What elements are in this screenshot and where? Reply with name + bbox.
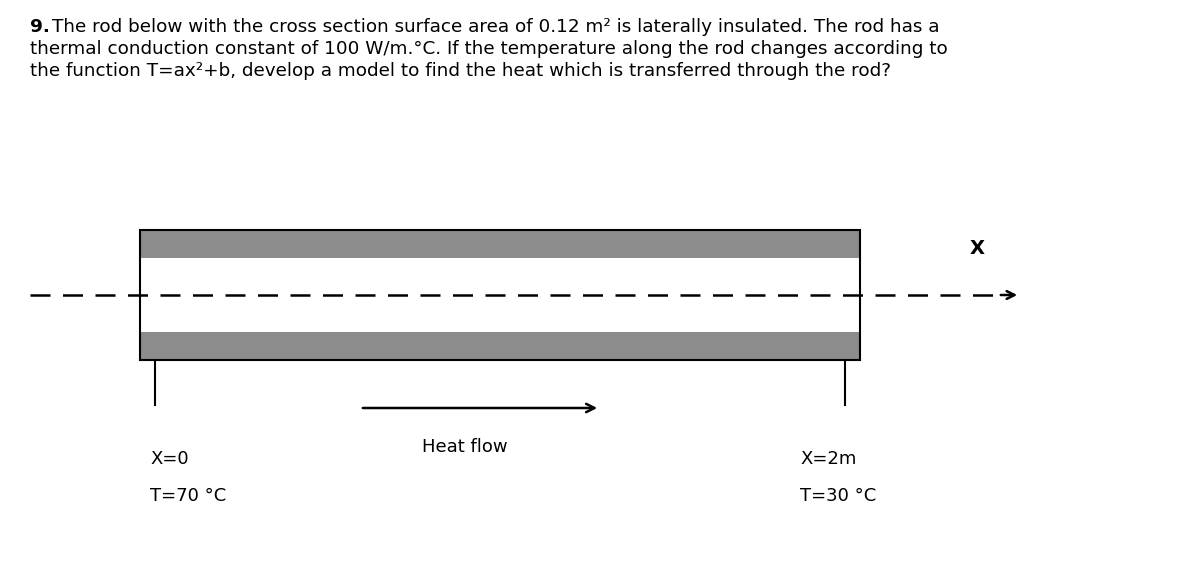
Text: Heat flow: Heat flow bbox=[422, 438, 508, 456]
Text: thermal conduction constant of 100 W/m.°C. If the temperature along the rod chan: thermal conduction constant of 100 W/m.°… bbox=[30, 40, 948, 58]
Bar bbox=[140, 230, 860, 360]
Bar bbox=[140, 230, 860, 258]
Text: 9.: 9. bbox=[30, 18, 50, 36]
Text: X: X bbox=[970, 239, 985, 258]
Text: the function T=ax²+b, develop a model to find the heat which is transferred thro: the function T=ax²+b, develop a model to… bbox=[30, 62, 890, 80]
Bar bbox=[140, 230, 860, 360]
Text: T=70 °C: T=70 °C bbox=[150, 487, 227, 505]
Text: The rod below with the cross section surface area of 0.12 m² is laterally insula: The rod below with the cross section sur… bbox=[52, 18, 940, 36]
Bar bbox=[140, 332, 860, 360]
Text: X=0: X=0 bbox=[150, 450, 188, 468]
Text: X=2m: X=2m bbox=[800, 450, 857, 468]
Text: T=30 °C: T=30 °C bbox=[800, 487, 876, 505]
